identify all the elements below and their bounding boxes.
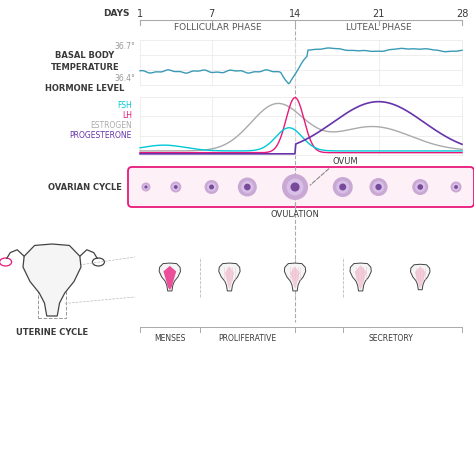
Text: DAYS: DAYS bbox=[103, 10, 130, 19]
Polygon shape bbox=[284, 263, 306, 291]
Text: UTERINE CYCLE: UTERINE CYCLE bbox=[16, 328, 88, 337]
Circle shape bbox=[454, 185, 458, 189]
Polygon shape bbox=[350, 263, 371, 291]
Text: FSH: FSH bbox=[117, 101, 132, 110]
Circle shape bbox=[205, 180, 219, 194]
Text: BASAL BODY: BASAL BODY bbox=[55, 51, 115, 60]
Circle shape bbox=[451, 182, 462, 192]
Circle shape bbox=[333, 177, 353, 197]
Circle shape bbox=[207, 182, 216, 192]
Circle shape bbox=[172, 183, 179, 191]
Text: FOLLICULAR PHASE: FOLLICULAR PHASE bbox=[173, 22, 261, 31]
Text: HORMONE LEVEL: HORMONE LEVEL bbox=[46, 84, 125, 93]
Text: MENSES: MENSES bbox=[154, 334, 185, 343]
Text: 14: 14 bbox=[289, 9, 301, 19]
FancyBboxPatch shape bbox=[128, 167, 474, 207]
Circle shape bbox=[415, 182, 426, 192]
Circle shape bbox=[336, 181, 349, 193]
Text: OVULATION: OVULATION bbox=[271, 210, 319, 219]
Circle shape bbox=[375, 184, 382, 190]
Circle shape bbox=[141, 182, 150, 192]
Text: TEMPERATURE: TEMPERATURE bbox=[51, 63, 119, 72]
Polygon shape bbox=[159, 263, 181, 291]
Circle shape bbox=[412, 179, 428, 195]
Polygon shape bbox=[23, 244, 81, 316]
Circle shape bbox=[282, 174, 308, 200]
Text: 36.7°: 36.7° bbox=[114, 42, 135, 51]
Circle shape bbox=[145, 186, 147, 188]
Text: 21: 21 bbox=[373, 9, 385, 19]
Text: ESTROGEN: ESTROGEN bbox=[90, 121, 132, 130]
Text: 7: 7 bbox=[209, 9, 215, 19]
Circle shape bbox=[287, 178, 303, 196]
Polygon shape bbox=[219, 263, 240, 291]
Text: 28: 28 bbox=[456, 9, 468, 19]
Circle shape bbox=[244, 184, 251, 190]
Circle shape bbox=[209, 185, 214, 189]
Text: 1: 1 bbox=[137, 9, 143, 19]
Circle shape bbox=[370, 178, 388, 196]
Text: PROLIFERATIVE: PROLIFERATIVE bbox=[218, 334, 276, 343]
Circle shape bbox=[418, 184, 423, 190]
Text: PROGESTERONE: PROGESTERONE bbox=[70, 131, 132, 140]
Circle shape bbox=[339, 183, 346, 191]
Circle shape bbox=[174, 185, 178, 189]
Circle shape bbox=[170, 182, 181, 192]
Polygon shape bbox=[410, 264, 430, 290]
Circle shape bbox=[291, 182, 300, 192]
Circle shape bbox=[453, 183, 460, 191]
Text: 36.4°: 36.4° bbox=[114, 74, 135, 83]
Text: SECRETORY: SECRETORY bbox=[368, 334, 413, 343]
Polygon shape bbox=[164, 266, 176, 290]
Text: OVUM: OVUM bbox=[333, 157, 358, 166]
Circle shape bbox=[373, 181, 384, 193]
Text: OVARIAN CYCLE: OVARIAN CYCLE bbox=[48, 182, 122, 192]
Text: LH: LH bbox=[122, 111, 132, 120]
Polygon shape bbox=[291, 267, 300, 289]
Polygon shape bbox=[355, 265, 366, 290]
Circle shape bbox=[143, 184, 149, 190]
Polygon shape bbox=[225, 267, 234, 289]
Text: LUTEAL PHASE: LUTEAL PHASE bbox=[346, 22, 411, 31]
Circle shape bbox=[238, 177, 257, 197]
Polygon shape bbox=[415, 266, 426, 289]
Circle shape bbox=[241, 181, 254, 193]
